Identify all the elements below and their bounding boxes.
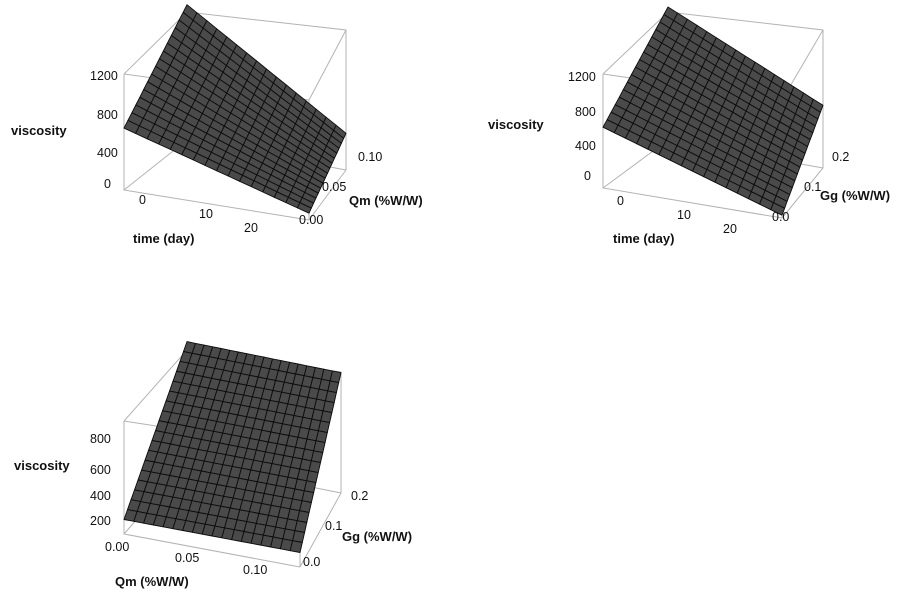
chart-3-surface-mesh: [123, 341, 342, 553]
chart-1-x-tick: 0: [139, 193, 146, 207]
chart-3-x-tick: 0.10: [243, 563, 267, 577]
chart-1-z-ticks: 1200 800 400 0: [90, 69, 118, 191]
chart-1-y-tick: 0.10: [358, 150, 382, 164]
chart-2-y-tick: 0.2: [832, 150, 849, 164]
chart-2-y-ticks: 0.0 0.1 0.2: [772, 150, 849, 224]
chart-1-z-tick: 800: [97, 108, 118, 122]
chart-1-z-tick: 1200: [90, 69, 118, 83]
chart-2-z-axis-label: viscosity: [488, 117, 544, 132]
chart-1-z-axis-label: viscosity: [11, 123, 67, 138]
chart-2-z-ticks: 1200 800 400 0: [568, 70, 596, 183]
chart-1-y-ticks: 0.00 0.05 0.10: [299, 150, 382, 227]
chart-2-z-tick: 0: [584, 169, 591, 183]
chart-3-z-tick: 200: [90, 514, 111, 528]
chart-2-x-tick: 20: [723, 222, 737, 236]
chart-1-y-axis-label: Qm (%W/W): [349, 193, 423, 208]
chart-1-z-tick: 400: [97, 146, 118, 160]
chart-1-x-axis-label: time (day): [133, 231, 194, 246]
chart-3-y-ticks: 0.0 0.1 0.2: [303, 489, 368, 569]
chart-1-z-tick: 0: [104, 177, 111, 191]
chart-2-x-ticks: 0 10 20: [617, 194, 737, 236]
chart-2-x-axis-label: time (day): [613, 231, 674, 246]
chart-3-x-tick: 0.00: [105, 540, 129, 554]
chart-3-x-ticks: 0.00 0.05 0.10: [105, 540, 267, 577]
chart-1-x-tick: 10: [199, 207, 213, 221]
chart-1-box-top-right: [308, 29, 347, 101]
chart-2-y-axis-label: Gg (%W/W): [820, 188, 890, 203]
chart-2-z-tick: 1200: [568, 70, 596, 84]
chart-3-x-tick: 0.05: [175, 551, 199, 565]
chart-2-z-tick: 400: [575, 139, 596, 153]
chart-3-y-axis-label: Gg (%W/W): [342, 529, 412, 544]
chart-2-x-tick: 0: [617, 194, 624, 208]
surface-cell: [296, 202, 312, 214]
chart-2-viscosity-time-gg: 1200 800 400 0 0 10 20 0.0 0.1 0.2 visco…: [488, 6, 890, 246]
chart-1-surface-mesh: [123, 4, 347, 214]
chart-3-y-tick: 0.1: [325, 519, 342, 533]
chart-1-x-tick: 20: [244, 221, 258, 235]
chart-1-y-tick: 0.05: [322, 180, 346, 194]
chart-3-z-tick: 600: [90, 463, 111, 477]
chart-3-y-tick: 0.2: [351, 489, 368, 503]
chart-1-x-ticks: 0 10 20: [139, 193, 258, 235]
chart-2-z-tick: 800: [575, 105, 596, 119]
chart-2-y-tick: 0.1: [804, 180, 821, 194]
chart-2-y-tick: 0.0: [772, 210, 789, 224]
surface-cell: [289, 540, 303, 553]
surface-cell: [770, 202, 786, 216]
chart-3-x-axis-label: Qm (%W/W): [115, 574, 189, 589]
chart-3-y-tick: 0.0: [303, 555, 320, 569]
chart-1-viscosity-time-qm: 1200 800 400 0 0 10 20 0.00 0.05 0.10 vi…: [11, 4, 423, 246]
chart-2-surface-mesh: [602, 6, 824, 216]
chart-1-y-tick: 0.00: [299, 213, 323, 227]
chart-3-z-tick: 400: [90, 489, 111, 503]
chart-2-x-tick: 10: [677, 208, 691, 222]
chart-3-z-tick: 800: [90, 432, 111, 446]
chart-3-viscosity-qm-gg: 800 600 400 200 0.00 0.05 0.10 0.0 0.1 0…: [14, 341, 412, 589]
chart-3-z-axis-label: viscosity: [14, 458, 70, 473]
chart-3-z-ticks: 800 600 400 200: [90, 432, 111, 528]
